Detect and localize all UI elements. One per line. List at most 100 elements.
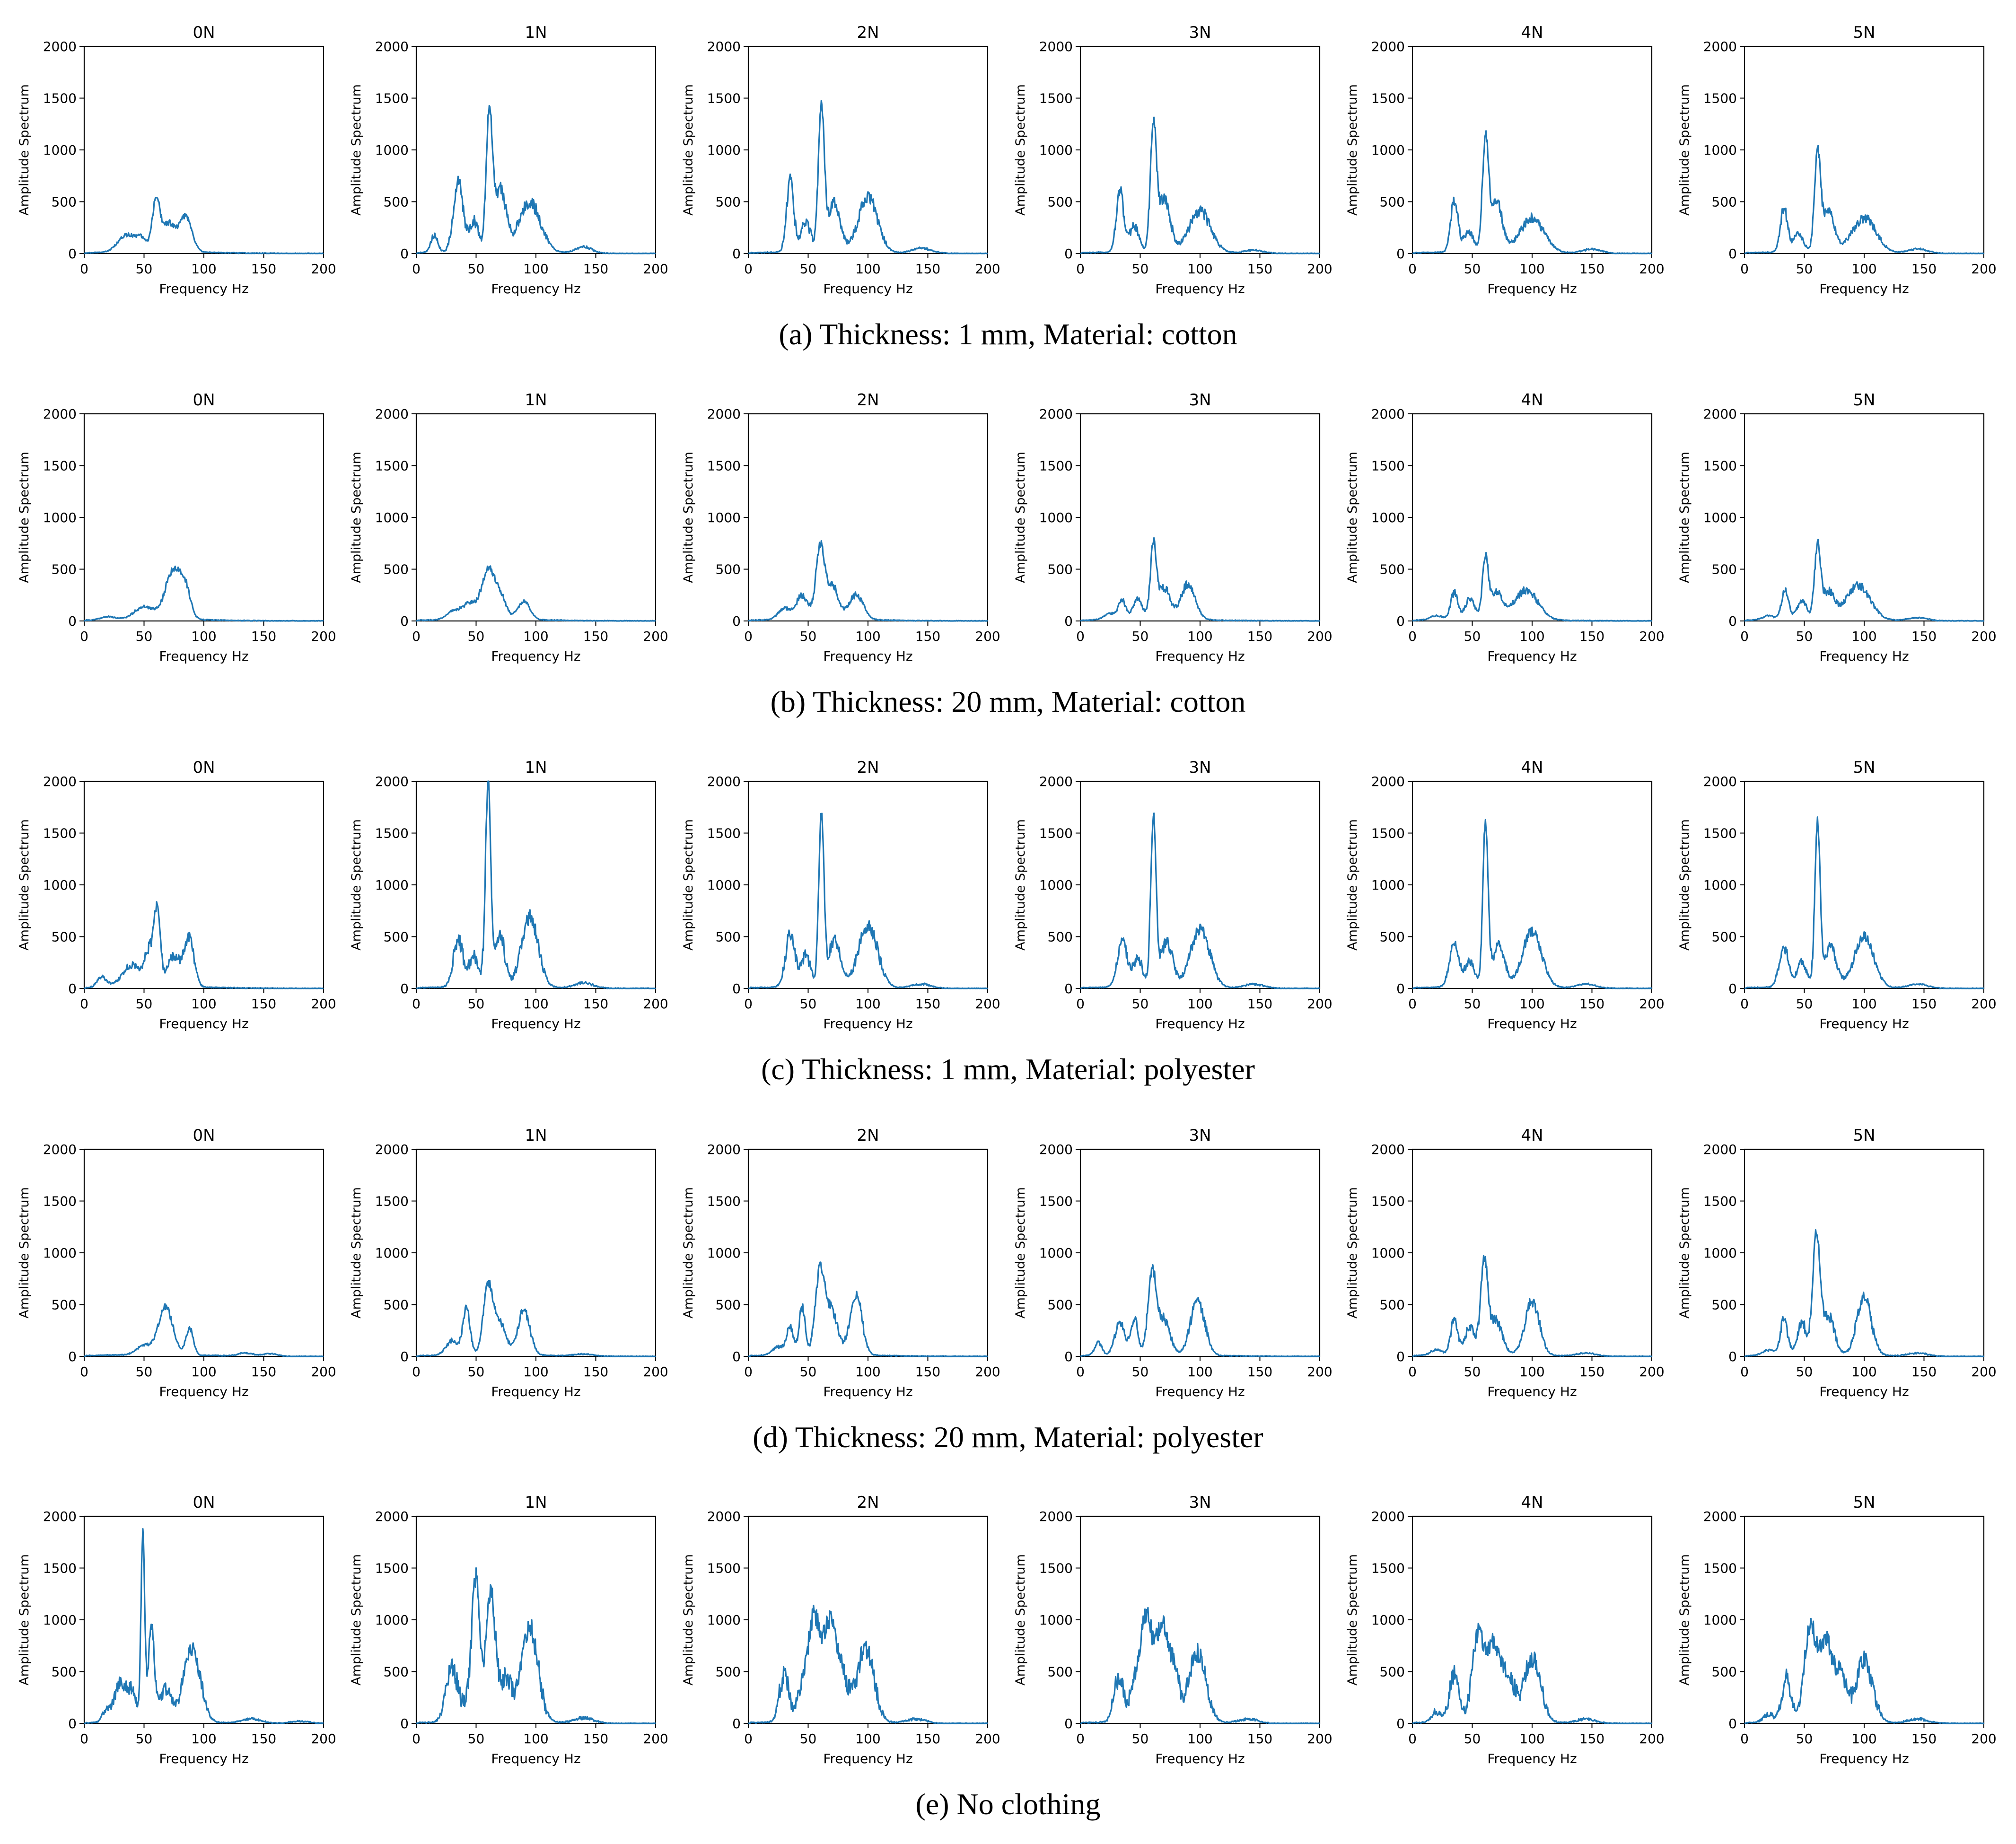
row-e: 0 50 100 150 20005001000150020000NFrequency … — [17, 1493, 1997, 1821]
y-tick-label: 0 — [400, 1349, 409, 1364]
x-tick-label: 200 — [643, 629, 668, 644]
y-tick-label: 500 — [52, 562, 77, 577]
x-tick-label: 150 — [915, 996, 940, 1012]
x-tick-label: 50 — [468, 1364, 485, 1380]
x-axis-label: Frequency Hz — [1487, 1016, 1577, 1031]
y-tick-label: 1500 — [707, 91, 741, 106]
y-tick-label: 1000 — [43, 142, 77, 158]
y-tick-label: 500 — [1712, 194, 1737, 210]
spectrum-line — [748, 1605, 988, 1724]
x-tick-label: 100 — [1519, 1364, 1544, 1380]
y-tick-label: 0 — [400, 613, 409, 629]
subplot-c-4N: 0 50 100 150 20005001000150020004NFrequency … — [1345, 758, 1665, 1031]
x-tick-label: 150 — [1247, 1731, 1272, 1747]
x-tick-label: 150 — [1247, 996, 1272, 1012]
x-tick-label: 0 — [412, 1731, 421, 1747]
y-tick-label: 0 — [1728, 246, 1737, 262]
y-tick-label: 500 — [52, 194, 77, 210]
y-axis-label: Amplitude Spectrum — [1677, 84, 1692, 216]
x-axis-label: Frequency Hz — [491, 1016, 580, 1031]
y-tick-label: 0 — [732, 613, 741, 629]
x-tick-label: 150 — [1247, 1364, 1272, 1380]
y-tick-label: 1000 — [1703, 142, 1737, 158]
spectrum-line — [1080, 116, 1320, 254]
y-axis-label: Amplitude Spectrum — [1677, 452, 1692, 583]
x-tick-label: 100 — [1519, 996, 1544, 1012]
x-tick-label: 200 — [1971, 1364, 1996, 1380]
spectrum-line — [416, 1567, 656, 1724]
y-tick-label: 2000 — [1371, 1509, 1405, 1524]
y-axis-label: Amplitude Spectrum — [1345, 1554, 1360, 1686]
y-tick-label: 2000 — [1039, 1509, 1073, 1524]
x-tick-label: 50 — [800, 629, 817, 644]
x-tick-label: 150 — [583, 1364, 608, 1380]
x-tick-label: 0 — [1740, 1731, 1749, 1747]
x-axis-label: Frequency Hz — [1155, 1751, 1245, 1766]
y-tick-label: 2000 — [1703, 1509, 1737, 1524]
subplot-b-0N: 0 50 100 150 20005001000150020000NFrequency … — [17, 391, 336, 664]
y-tick-label: 500 — [716, 194, 741, 210]
subplot-b-4N: 0 50 100 150 20005001000150020004NFrequency … — [1345, 391, 1665, 664]
x-tick-label: 50 — [800, 1731, 817, 1747]
x-tick-label: 200 — [1639, 1731, 1664, 1747]
subplot-title: 1N — [525, 391, 547, 410]
x-tick-label: 100 — [1187, 1731, 1212, 1747]
x-tick-label: 0 — [1408, 629, 1417, 644]
x-tick-label: 150 — [915, 261, 940, 277]
spectrum-line — [1744, 1617, 1984, 1724]
x-tick-label: 50 — [800, 261, 817, 277]
subplot-title: 2N — [857, 23, 879, 42]
subplot-a-3N: 0 50 100 150 20005001000150020003NFrequency … — [1013, 23, 1332, 297]
x-tick-label: 0 — [80, 996, 88, 1012]
x-tick-label: 200 — [1307, 1731, 1332, 1747]
x-tick-label: 0 — [1076, 261, 1085, 277]
y-tick-label: 0 — [1728, 613, 1737, 629]
x-tick-label: 50 — [1132, 261, 1149, 277]
x-tick-label: 150 — [1579, 996, 1604, 1012]
y-tick-label: 1500 — [43, 458, 77, 474]
x-tick-label: 150 — [1579, 1364, 1604, 1380]
y-tick-label: 500 — [1048, 1664, 1073, 1680]
y-tick-label: 1500 — [1703, 1194, 1737, 1209]
x-axis-label: Frequency Hz — [159, 281, 248, 297]
y-tick-label: 0 — [1396, 246, 1405, 262]
y-tick-label: 1500 — [707, 826, 741, 841]
subplot-title: 2N — [857, 1126, 879, 1145]
x-tick-label: 150 — [583, 996, 608, 1012]
x-tick-label: 50 — [1796, 996, 1813, 1012]
y-tick-label: 2000 — [375, 1509, 409, 1524]
x-axis-label: Frequency Hz — [823, 648, 912, 664]
y-tick-label: 2000 — [1703, 406, 1737, 422]
y-tick-label: 2000 — [707, 774, 741, 789]
y-tick-label: 2000 — [1703, 39, 1737, 54]
x-tick-label: 150 — [1247, 261, 1272, 277]
spectrum-line — [84, 1303, 324, 1357]
x-tick-label: 50 — [1796, 261, 1813, 277]
y-tick-label: 500 — [1380, 1664, 1405, 1680]
x-tick-label: 0 — [1076, 996, 1085, 1012]
x-tick-label: 0 — [1740, 629, 1749, 644]
x-tick-label: 200 — [1307, 1364, 1332, 1380]
y-tick-label: 1000 — [1039, 877, 1073, 893]
x-tick-label: 200 — [1307, 996, 1332, 1012]
y-tick-label: 1500 — [707, 458, 741, 474]
x-tick-label: 50 — [1132, 996, 1149, 1012]
x-tick-label: 100 — [191, 996, 216, 1012]
y-tick-label: 1500 — [375, 458, 409, 474]
y-tick-label: 1000 — [707, 1612, 741, 1628]
subplot-e-5N: 0 50 100 150 20005001000150020005NFrequency … — [1677, 1493, 1997, 1766]
x-axis-label: Frequency Hz — [1819, 1384, 1909, 1399]
y-tick-label: 0 — [1728, 1716, 1737, 1731]
x-tick-label: 100 — [1851, 629, 1876, 644]
x-tick-label: 50 — [136, 996, 153, 1012]
x-axis-label: Frequency Hz — [491, 1384, 580, 1399]
y-axis-label: Amplitude Spectrum — [17, 819, 32, 951]
x-axis-label: Frequency Hz — [159, 1016, 248, 1031]
y-tick-label: 500 — [384, 1297, 409, 1313]
y-axis-label: Amplitude Spectrum — [1013, 84, 1028, 216]
y-tick-label: 500 — [1712, 1664, 1737, 1680]
x-tick-label: 100 — [523, 1364, 548, 1380]
spectrum-line — [1744, 145, 1984, 254]
y-tick-label: 1500 — [1039, 1561, 1073, 1576]
subplot-c-2N: 0 50 100 150 20005001000150020002NFrequency … — [681, 758, 1000, 1031]
